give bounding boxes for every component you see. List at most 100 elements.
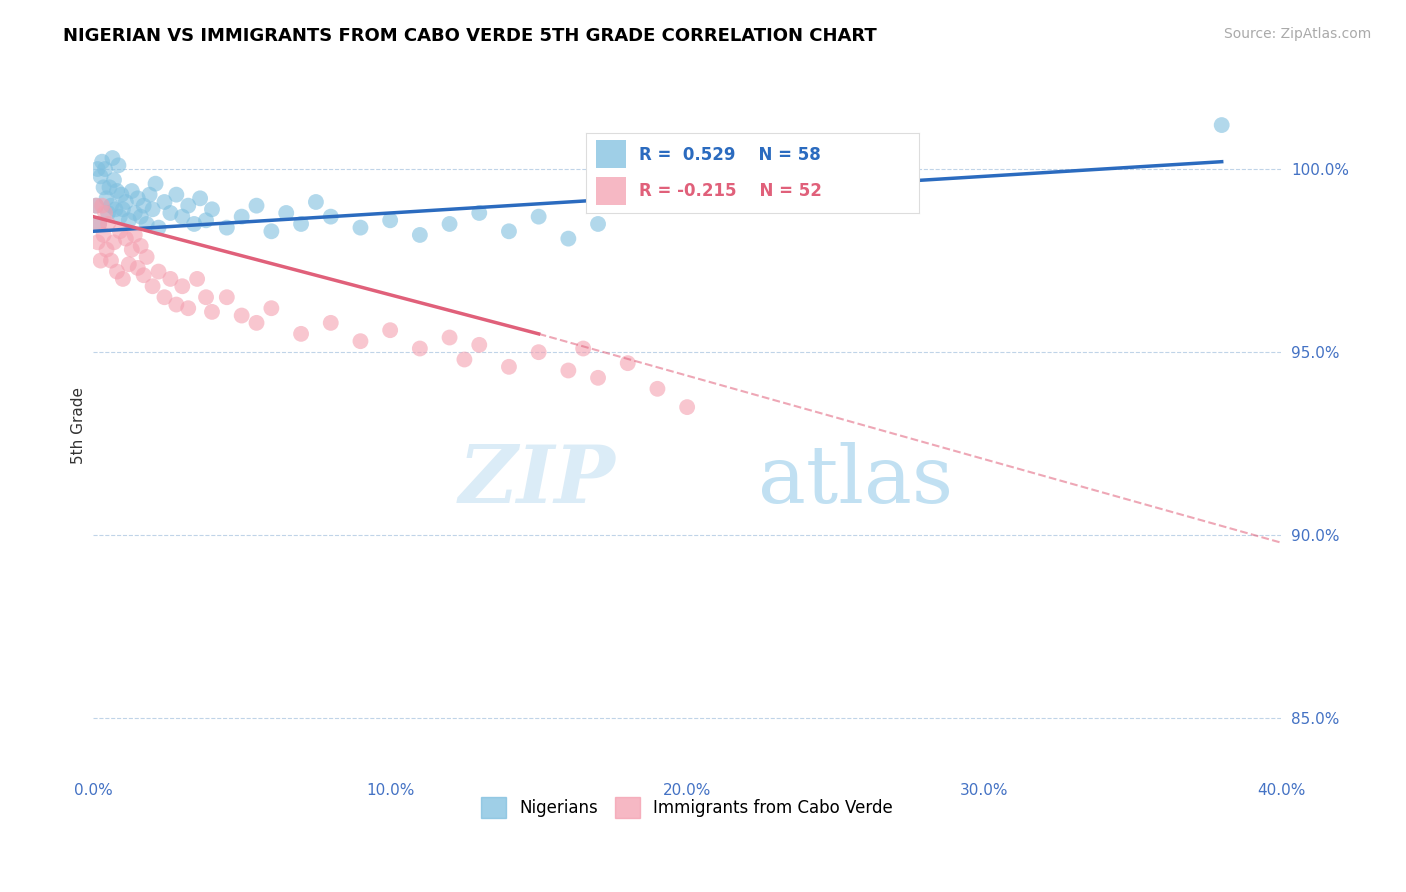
Point xyxy=(616,356,638,370)
Point xyxy=(103,235,125,250)
Point xyxy=(276,206,298,220)
Point xyxy=(96,191,118,205)
Point xyxy=(129,210,152,224)
Point xyxy=(231,309,253,323)
Point xyxy=(90,169,112,184)
Point xyxy=(115,194,138,209)
Point xyxy=(260,224,283,238)
Point xyxy=(121,184,143,198)
Point xyxy=(94,161,117,176)
Point xyxy=(572,342,595,356)
Point xyxy=(468,206,491,220)
Point xyxy=(138,187,160,202)
Point xyxy=(165,297,187,311)
Point xyxy=(84,199,107,213)
Point xyxy=(439,217,461,231)
Text: atlas: atlas xyxy=(758,442,953,520)
Point xyxy=(84,199,107,213)
Point xyxy=(409,342,432,356)
Point xyxy=(260,301,283,316)
Y-axis label: 5th Grade: 5th Grade xyxy=(72,387,86,464)
Text: ZIP: ZIP xyxy=(458,442,616,520)
Point xyxy=(142,279,165,293)
Point xyxy=(105,184,128,198)
Point xyxy=(93,227,115,242)
Point xyxy=(135,250,157,264)
Point xyxy=(201,202,224,217)
Point xyxy=(148,264,170,278)
Point xyxy=(89,217,111,231)
Point xyxy=(91,199,114,213)
Point xyxy=(145,177,167,191)
Point xyxy=(108,210,131,224)
Point xyxy=(319,316,342,330)
Point xyxy=(557,232,579,246)
Point xyxy=(305,194,328,209)
Point xyxy=(290,217,312,231)
Point xyxy=(378,323,401,337)
Point xyxy=(104,202,127,217)
Point xyxy=(111,202,134,217)
Point xyxy=(111,272,134,286)
Point xyxy=(105,264,128,278)
Point xyxy=(98,180,121,194)
Point xyxy=(148,220,170,235)
Point xyxy=(647,382,669,396)
Point xyxy=(245,316,267,330)
Point xyxy=(290,326,312,341)
Point xyxy=(127,260,149,275)
Point xyxy=(172,210,194,224)
Text: Source: ZipAtlas.com: Source: ZipAtlas.com xyxy=(1223,27,1371,41)
Point xyxy=(231,210,253,224)
Point xyxy=(586,217,609,231)
Point xyxy=(100,253,122,268)
Point xyxy=(349,220,371,235)
Point xyxy=(349,334,371,348)
Point xyxy=(86,161,108,176)
Point xyxy=(132,199,155,213)
Point xyxy=(378,213,401,227)
Point xyxy=(103,173,125,187)
Point xyxy=(172,279,194,293)
Point xyxy=(132,268,155,283)
Point xyxy=(101,151,124,165)
Point xyxy=(159,206,181,220)
Point xyxy=(439,330,461,344)
Point xyxy=(498,224,520,238)
Point xyxy=(527,345,550,359)
Point xyxy=(118,213,141,227)
Point xyxy=(245,199,267,213)
Point xyxy=(195,213,218,227)
Point xyxy=(159,272,181,286)
Point xyxy=(586,371,609,385)
Point xyxy=(89,217,111,231)
Point xyxy=(121,243,143,257)
Point xyxy=(183,217,205,231)
Point xyxy=(115,232,138,246)
Point xyxy=(135,217,157,231)
Point xyxy=(100,199,122,213)
Point xyxy=(153,290,176,304)
Point xyxy=(319,210,342,224)
Point xyxy=(90,253,112,268)
Point xyxy=(110,187,132,202)
Point xyxy=(676,400,699,414)
Point xyxy=(96,243,118,257)
Point xyxy=(93,180,115,194)
Point xyxy=(177,199,200,213)
Point xyxy=(165,187,187,202)
Point xyxy=(527,210,550,224)
Point xyxy=(498,359,520,374)
Point xyxy=(468,338,491,352)
Legend: Nigerians, Immigrants from Cabo Verde: Nigerians, Immigrants from Cabo Verde xyxy=(475,790,900,824)
Point xyxy=(188,191,211,205)
Point xyxy=(453,352,475,367)
Point xyxy=(201,305,224,319)
Point xyxy=(118,257,141,271)
Point xyxy=(1211,118,1233,132)
Point xyxy=(127,191,149,205)
Point xyxy=(91,154,114,169)
Point xyxy=(124,227,146,242)
Point xyxy=(124,206,146,220)
Point xyxy=(177,301,200,316)
